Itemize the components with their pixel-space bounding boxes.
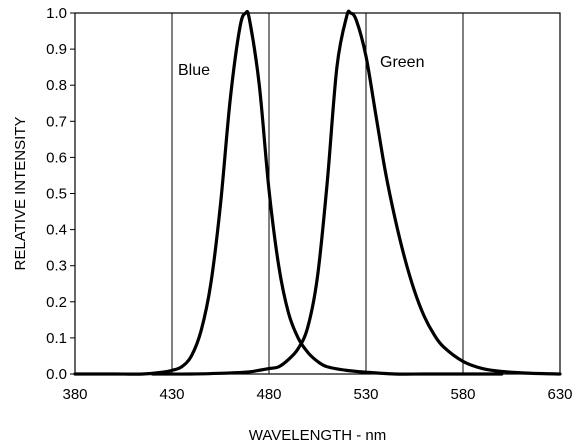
y-tick-label: 0.8	[46, 77, 67, 94]
series-label-green: Green	[380, 54, 424, 71]
y-tick-label: 0.3	[46, 258, 67, 275]
x-tick-label: 530	[353, 386, 378, 403]
x-tick-label: 580	[450, 386, 475, 403]
y-tick-label: 0.6	[46, 149, 67, 166]
plot-frame	[74, 12, 561, 375]
y-tick-label: 0.0	[46, 366, 67, 383]
y-tick-label: 0.2	[46, 294, 67, 311]
y-tick-label: 0.5	[46, 186, 67, 203]
curve-layer	[73, 9, 562, 376]
x-tick-label: 380	[62, 386, 87, 403]
y-tick-label: 1.0	[46, 5, 67, 22]
x-axis-title: WAVELENGTH - nm	[249, 427, 387, 444]
x-tick-label: 630	[547, 386, 572, 403]
x-tick-label: 430	[159, 386, 184, 403]
y-tick-label: 0.1	[46, 330, 67, 347]
y-tick-label: 0.9	[46, 41, 67, 58]
series-line-blue	[73, 9, 504, 376]
y-tick-label: 0.4	[46, 222, 67, 239]
x-tick-label: 480	[256, 386, 281, 403]
series-line-green	[151, 9, 562, 376]
plot-border	[74, 12, 561, 375]
tick-labels: 380 430 480 530 580 630 0.0 0.1 0.2 0.3 0.4 0.5 0.6 0…	[46, 5, 572, 403]
series-labels: Blue Green	[178, 54, 424, 79]
y-axis-title: RELATIVE INTENSITY	[12, 117, 29, 271]
grid-layer	[70, 12, 561, 375]
y-tick-label: 0.7	[46, 113, 67, 130]
series-label-blue: Blue	[178, 62, 210, 79]
